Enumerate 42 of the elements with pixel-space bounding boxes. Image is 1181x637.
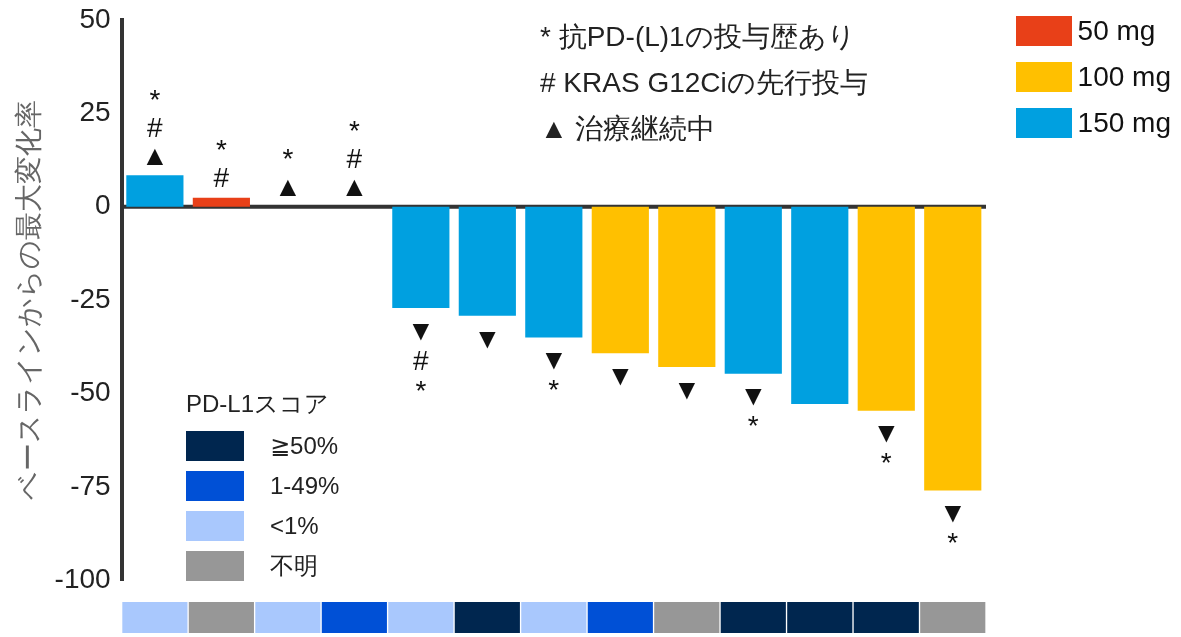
bar — [525, 206, 583, 338]
text: ▼ * — [872, 417, 901, 479]
y-tick-label: 0 — [95, 189, 111, 221]
bar — [924, 206, 982, 491]
text: * # ▲ — [141, 84, 169, 172]
text: ▼ — [672, 373, 701, 405]
legend-label: 不明 — [270, 551, 318, 581]
text: ▼ * — [539, 344, 568, 406]
legend-label: 100 mg — [1077, 61, 1171, 93]
annotation: * 抗PD-(L)1の投与歴あり — [540, 20, 857, 54]
bar — [126, 175, 184, 207]
y-tick-label: -100 — [54, 562, 111, 594]
text: ▼ — [606, 359, 635, 391]
y-tick-label: -50 — [70, 376, 111, 408]
text: ▼ — [473, 322, 502, 354]
legend-label: 50 mg — [1077, 15, 1156, 47]
bar — [591, 206, 649, 354]
bar — [392, 206, 450, 308]
bar — [724, 206, 782, 374]
text: * ▲ — [274, 143, 302, 203]
legend-label: 150 mg — [1077, 107, 1171, 139]
text: * # — [213, 134, 230, 194]
text: * # ▲ — [340, 115, 369, 203]
bar — [791, 206, 849, 404]
bar — [658, 206, 716, 367]
annotation: ▲ 治療継続中 — [540, 112, 717, 146]
text: ▼ * — [739, 380, 768, 442]
legend-label: 1-49% — [270, 472, 340, 500]
legend-title: PD-L1スコア — [186, 389, 331, 419]
legend-label: <1% — [270, 512, 319, 540]
bar — [192, 197, 250, 207]
annotation: # KRAS G12Ciの先行投与 — [540, 66, 868, 100]
legend-label: ≧50% — [270, 432, 339, 460]
y-axis-title: ベースラインからの最大変化率 — [12, 100, 46, 501]
bar — [458, 206, 516, 316]
y-tick-label: -75 — [70, 469, 111, 501]
y-tick-label: -25 — [70, 282, 111, 314]
y-tick-label: 50 — [79, 2, 111, 34]
text: ▼ * — [938, 497, 967, 559]
text: ▼ # * — [406, 314, 435, 406]
bar — [857, 206, 915, 411]
y-tick-label: 25 — [79, 96, 111, 128]
